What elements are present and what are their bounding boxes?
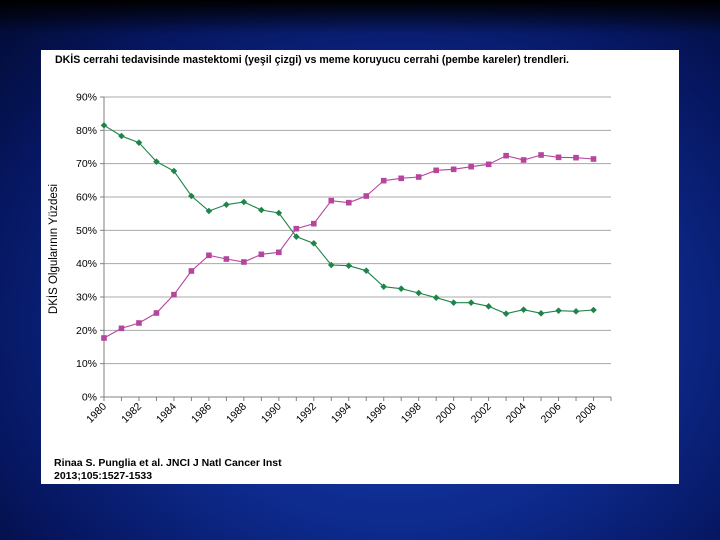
x-tick-label: 1984 [154, 401, 179, 426]
y-tick-label: 30% [76, 292, 97, 304]
data-point-breast-conserving [538, 152, 544, 158]
data-point-mastectomy [240, 198, 248, 206]
data-point-mastectomy [135, 139, 143, 146]
data-point-mastectomy [415, 289, 422, 297]
y-tick-label: 10% [76, 358, 97, 370]
data-point-breast-conserving [520, 157, 527, 163]
x-tick-label: 2004 [504, 401, 529, 426]
data-point-breast-conserving [223, 256, 230, 262]
data-point-mastectomy [223, 201, 230, 208]
data-point-breast-conserving [206, 252, 212, 259]
data-point-breast-conserving [450, 166, 457, 173]
data-point-breast-conserving [485, 161, 492, 168]
data-point-mastectomy [537, 310, 545, 317]
axes [100, 96, 612, 401]
x-tick-label: 2000 [434, 401, 459, 426]
data-point-mastectomy [432, 294, 440, 301]
y-tick-label: 50% [76, 225, 97, 237]
x-tick-label: 1996 [364, 401, 389, 426]
data-point-breast-conserving [503, 152, 509, 159]
x-tick-label: 1986 [189, 401, 214, 426]
y-tick-label: 40% [76, 258, 97, 270]
chart-card: DKİS cerrahi tedavisinde mastektomi (yeş… [41, 50, 679, 484]
x-tick-label: 2008 [574, 401, 599, 426]
line-chart: 0%10%20%30%40%50%60%70%80%90% 1980 1982 19… [47, 92, 612, 426]
data-point-breast-conserving [136, 320, 142, 326]
data-point-breast-conserving [153, 310, 160, 316]
data-point-breast-conserving [328, 197, 335, 204]
data-point-mastectomy [572, 308, 580, 315]
x-tick-label: 1990 [259, 401, 284, 426]
y-tick-label: 80% [76, 125, 97, 137]
data-point-mastectomy [170, 167, 178, 175]
y-tick-label: 90% [76, 92, 97, 104]
data-point-breast-conserving [310, 220, 317, 227]
data-point-mastectomy [362, 267, 370, 274]
data-point-breast-conserving [415, 174, 422, 180]
x-tick-label: 2002 [469, 401, 494, 426]
data-point-breast-conserving [468, 163, 474, 170]
x-tick-labels: 1980 1982 1984 1986 1988 1990 1992 1994 1996 1998… [84, 401, 599, 426]
data-point-mastectomy [275, 209, 283, 217]
data-point-mastectomy [467, 299, 475, 306]
y-axis-label: DKİS Olgularının Yüzdesi [47, 184, 60, 314]
x-tick-label: 1994 [329, 401, 354, 426]
data-point-mastectomy [450, 299, 457, 306]
series [100, 122, 597, 341]
x-tick-label: 2006 [539, 401, 564, 426]
data-point-mastectomy [205, 207, 213, 215]
data-point-breast-conserving [258, 251, 265, 258]
chart-caption: DKİS cerrahi tedavisinde mastektomi (yeş… [55, 54, 569, 66]
data-point-breast-conserving [380, 177, 387, 184]
y-tick-label: 0% [82, 392, 97, 404]
x-tick-label: 1998 [399, 401, 424, 426]
data-point-mastectomy [380, 283, 388, 290]
data-point-breast-conserving [171, 291, 177, 298]
data-point-mastectomy [153, 158, 160, 165]
data-point-mastectomy [520, 306, 527, 313]
data-point-breast-conserving [433, 167, 439, 174]
y-tick-label: 20% [76, 325, 97, 337]
data-point-breast-conserving [345, 199, 352, 206]
y-tick-label: 60% [76, 192, 97, 204]
series-line-1 [103, 124, 594, 315]
data-point-breast-conserving [363, 193, 370, 199]
data-point-mastectomy [485, 303, 492, 310]
data-point-mastectomy [293, 233, 300, 240]
data-point-mastectomy [188, 192, 195, 200]
data-point-mastectomy [502, 310, 510, 317]
y-tick-label: 70% [76, 158, 97, 170]
data-point-breast-conserving [118, 325, 125, 332]
citation-authors: Rinaa S. Punglia et al. JNCI J Natl Canc… [54, 457, 282, 469]
data-point-breast-conserving [276, 249, 282, 256]
citation: Rinaa S. Punglia et al. JNCI J Natl Canc… [54, 457, 282, 483]
data-point-breast-conserving [398, 175, 405, 182]
data-point-breast-conserving [241, 259, 247, 265]
data-point-mastectomy [555, 307, 562, 314]
data-point-mastectomy [100, 122, 108, 129]
citation-reference: 2013;105:1527-1533 [54, 470, 153, 482]
gridlines [104, 96, 611, 398]
data-point-breast-conserving [590, 156, 597, 162]
data-point-breast-conserving [101, 335, 107, 341]
data-point-mastectomy [258, 206, 265, 214]
slide-top-shadow [0, 0, 720, 34]
data-point-mastectomy [590, 306, 597, 314]
data-point-mastectomy [118, 132, 125, 140]
y-tick-labels: 0% 10% 20% 30% 40% 50% 60% 70% 80% 90% [76, 92, 97, 404]
data-point-mastectomy [310, 240, 318, 247]
data-point-mastectomy [397, 285, 405, 292]
x-tick-label: 1988 [224, 401, 249, 426]
data-point-breast-conserving [293, 225, 300, 232]
data-point-mastectomy [327, 261, 335, 269]
x-tick-label: 1980 [84, 401, 109, 426]
data-point-breast-conserving [573, 154, 579, 161]
data-point-breast-conserving [188, 268, 195, 274]
x-tick-label: 1982 [119, 401, 144, 426]
data-point-breast-conserving [555, 154, 562, 161]
data-point-mastectomy [345, 262, 353, 269]
x-tick-label: 1992 [294, 401, 319, 426]
